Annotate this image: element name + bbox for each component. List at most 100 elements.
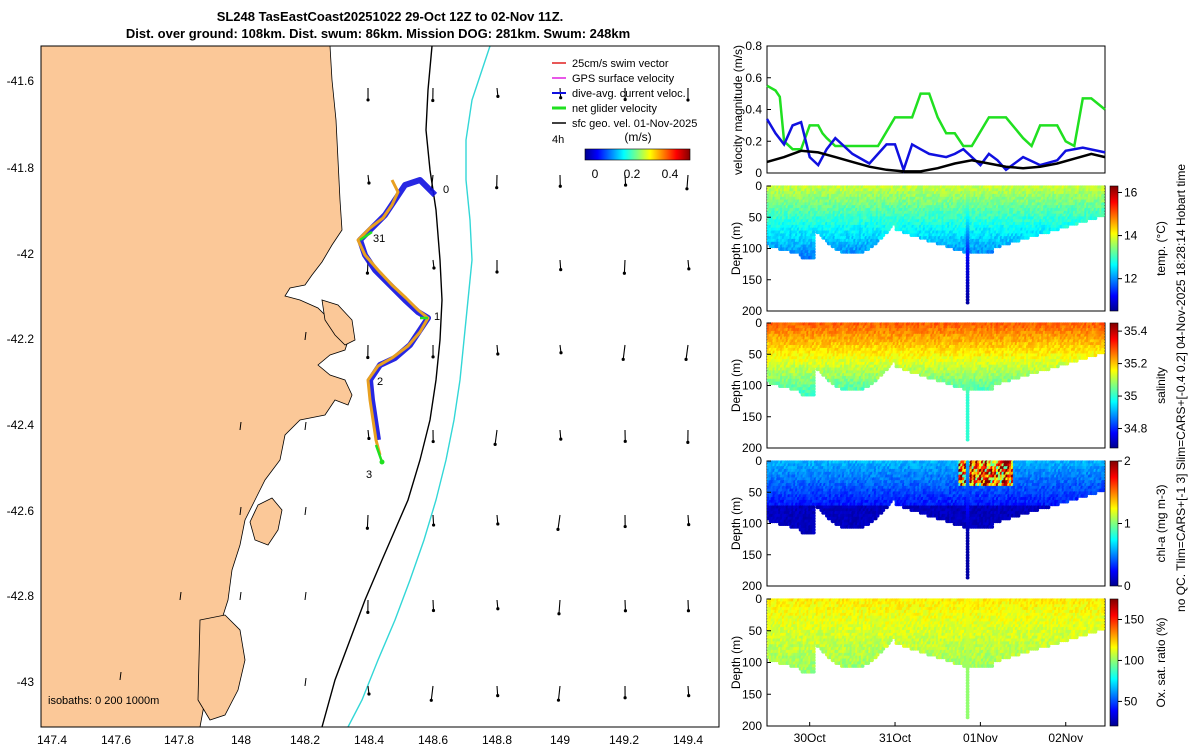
- geo-vector-head: [367, 436, 371, 441]
- net-glider-velocity-segment: [359, 230, 428, 463]
- geo-vector-head: [623, 439, 627, 443]
- section-sample-point: [811, 244, 816, 249]
- lon-tick: 148.4: [354, 733, 384, 747]
- lon-tick: 147.8: [164, 733, 194, 747]
- section-sample-point: [990, 250, 995, 254]
- geo-vector-head: [622, 271, 626, 275]
- section-sample-point: [811, 392, 816, 397]
- section-sample-point: [1101, 213, 1105, 218]
- geo-vector: [304, 677, 307, 687]
- map-panel: 0 31 1 2 3 25cm/s swim vector GPS surfac…: [7, 45, 720, 747]
- day-label-3: 3: [366, 469, 372, 481]
- geo-vector-head: [365, 526, 369, 530]
- geo-vector-head: [684, 357, 688, 361]
- velocity-series: [765, 84, 1106, 174]
- lon-tick: 147.4: [37, 733, 67, 747]
- lon-tick: 147.6: [101, 733, 131, 747]
- map-colorbar-tick-0: 0: [592, 167, 599, 181]
- geo-vector-head: [429, 698, 433, 702]
- section-sample-point: [811, 233, 816, 238]
- section-ytick-label: 0: [755, 179, 762, 193]
- geo-vector-head: [496, 94, 500, 98]
- geo-vector-head: [686, 98, 690, 102]
- map-lon-ticks: 147.4 147.6 147.8 148 148.2 148.4 148.6 …: [37, 733, 703, 747]
- velocity-y-ticks: 00.20.40.60.8: [745, 39, 771, 180]
- map-colorbar-title: (m/s): [624, 130, 651, 144]
- tasmania-land: [41, 46, 353, 727]
- lon-tick: 148.8: [482, 733, 512, 747]
- velocity-ytick-label: 0.8: [745, 39, 762, 53]
- velocity-chart: 00.20.40.60.8 velocity magnitude (m/s): [731, 39, 1106, 180]
- geo-vector: [366, 514, 369, 529]
- lat-tick: -42.2: [7, 332, 35, 346]
- lon-tick: 148.2: [290, 733, 320, 747]
- geo-vector: [559, 259, 562, 270]
- geo-vector-head: [559, 268, 563, 272]
- geo-vector: [179, 591, 182, 601]
- glider-track-speed: [356, 179, 430, 456]
- geo-vector: [432, 514, 435, 526]
- day-label-31: 31: [373, 233, 385, 245]
- section-sample-point: [965, 300, 970, 305]
- geo-vector: [624, 174, 627, 186]
- geo-vector-head: [495, 186, 499, 190]
- map-frame: [40, 45, 720, 728]
- lon-tick: 149.4: [673, 733, 703, 747]
- geo-vector: [239, 421, 242, 431]
- geo-vector: [304, 506, 307, 516]
- geo-vector: [687, 685, 690, 696]
- section-sample-point: [811, 230, 816, 235]
- geo-vector-head: [623, 97, 627, 102]
- geo-vector-head: [432, 523, 436, 527]
- geo-vector: [430, 174, 434, 190]
- colorbar-tick-label: 14: [1124, 229, 1138, 243]
- map-legend: 25cm/s swim vector GPS surface velocity …: [552, 58, 697, 181]
- geo-vector: [496, 685, 499, 696]
- map-colorbar-tick-2: 0.4: [662, 167, 679, 181]
- geo-vector-head: [687, 522, 691, 527]
- section-ytick-label: 150: [742, 273, 762, 287]
- day-label-2: 2: [377, 376, 383, 388]
- geo-vector-head: [432, 266, 436, 270]
- geo-vector-head: [496, 352, 500, 356]
- isobath-1000m: [347, 46, 491, 727]
- legend-swim-vector: 25cm/s swim vector: [572, 58, 669, 70]
- lat-tick: -42.8: [7, 589, 35, 603]
- geo-vector: [239, 591, 242, 601]
- lat-tick: -42.4: [7, 418, 35, 432]
- section-sample-point: [811, 238, 816, 243]
- geo-vector-head: [431, 355, 435, 359]
- geo-vector: [685, 344, 689, 360]
- lat-tick: -42.6: [7, 504, 35, 518]
- section-sample-point: [811, 241, 816, 246]
- geostrophic-vector-field: [119, 87, 691, 702]
- geo-vector-head: [365, 271, 370, 275]
- geo-vector-head: [431, 608, 436, 613]
- map-lat-ticks: -41.6 -41.8 -42 -42.2 -42.4 -42.6 -42.8 …: [7, 74, 35, 689]
- geo-vector-head: [496, 694, 500, 698]
- geo-vector: [304, 421, 307, 431]
- geo-vector-head: [557, 612, 561, 616]
- figure-title-line2: Dist. over ground: 108km. Dist. swum: 86…: [126, 26, 630, 41]
- geo-vector-head: [495, 270, 499, 274]
- lon-tick: 148: [231, 733, 251, 747]
- geo-vector: [430, 685, 434, 701]
- freycinet-peninsula: [321, 299, 356, 346]
- geo-vector: [558, 599, 561, 614]
- velocity-series-line-1: [765, 118, 1106, 174]
- geo-vector: [623, 259, 626, 274]
- section-ytick-label: 50: [749, 210, 763, 224]
- geo-vector-head: [366, 610, 370, 614]
- geo-vector-head: [556, 527, 560, 531]
- isobath-200m: [321, 46, 443, 727]
- geo-vector: [239, 506, 242, 516]
- vector-scale-label: 4h: [552, 134, 564, 146]
- geo-vector-head: [493, 442, 497, 446]
- geo-vector-head: [686, 440, 690, 444]
- geo-vector-head: [621, 357, 625, 361]
- geo-vector-head: [623, 183, 628, 187]
- day-label-0: 0: [443, 184, 449, 196]
